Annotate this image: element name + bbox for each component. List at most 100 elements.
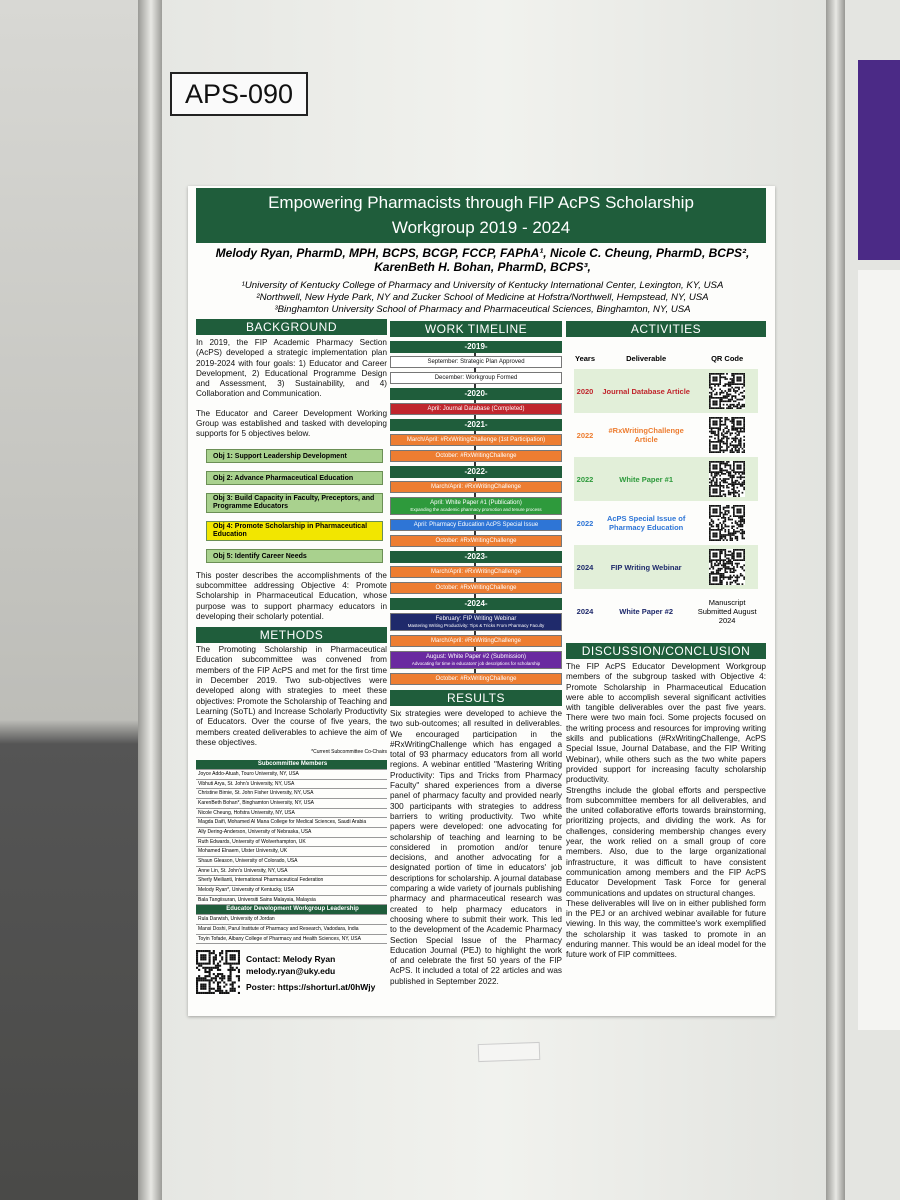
objectives: Obj 1: Support Leadership Development Obj… bbox=[196, 448, 387, 563]
paragraph: This poster describes the accomplishment… bbox=[196, 570, 387, 621]
timeline-event: March/April: #RxWritingChallenge (1st Pa… bbox=[390, 434, 562, 446]
member: Joyce Addo-Atuah, Touro University, NY, … bbox=[196, 770, 387, 780]
member: Magda Daifi, Mohamed Al Mana College for… bbox=[196, 818, 387, 828]
section-heading: ACTIVITIES bbox=[566, 321, 766, 337]
deliverable-cell: Journal Database Article bbox=[602, 386, 690, 396]
affiliations: ¹University of Kentucky College of Pharm… bbox=[200, 280, 765, 316]
event-text: April: White Paper #1 (Publication) bbox=[430, 500, 522, 506]
objective: Obj 1: Support Leadership Development bbox=[206, 448, 383, 463]
member: Ruth Edwards, University of Wolverhampto… bbox=[196, 838, 387, 848]
table-row: 2020 Journal Database Article bbox=[574, 369, 758, 413]
timeline-event: April: Journal Database (Completed) bbox=[390, 403, 562, 415]
contact-info: Contact: Melody Ryan melody.ryan@uky.edu… bbox=[246, 953, 375, 993]
table-row: 2022 AcPS Special Issue of Pharmacy Educa… bbox=[574, 501, 758, 545]
event-text: March/April: #RxWritingChallenge (1st Pa… bbox=[406, 437, 546, 443]
timeline-year: -2019- bbox=[390, 341, 562, 353]
timeline-event: March/April: #RxWritingChallenge bbox=[390, 635, 562, 647]
timeline-event: March/April: #RxWritingChallenge bbox=[390, 481, 562, 493]
qr-cell bbox=[696, 545, 758, 589]
event-text: April: Journal Database (Completed) bbox=[427, 406, 525, 412]
table: Years Deliverable QR Code 2020 Journal Datab… bbox=[574, 347, 758, 633]
section-heading: METHODS bbox=[196, 627, 387, 644]
qr-cell: Manuscript Submitted August 2024 bbox=[696, 589, 758, 633]
timeline: -2019- September: Strategic Plan Approved… bbox=[390, 341, 562, 685]
right-column: ACTIVITIES Years Deliverable QR Code 2020 Jo… bbox=[566, 321, 766, 961]
paragraph: These deliverables will live on in eithe… bbox=[566, 898, 766, 960]
deliverable-cell: AcPS Special Issue of Pharmacy Education bbox=[606, 514, 686, 532]
year-cell: 2024 bbox=[576, 562, 594, 572]
authors: Melody Ryan, PharmD, MPH, BCPS, BCGP, FC… bbox=[215, 246, 750, 274]
table-heading: Subcommittee Members bbox=[196, 760, 387, 770]
affiliation: ²Northwell, New Hyde Park, NY and Zucker… bbox=[256, 292, 709, 303]
affiliation: ³Binghamton University School of Pharmac… bbox=[274, 304, 691, 315]
paragraph: The Educator and Career Development Work… bbox=[196, 408, 387, 439]
middle-column: WORK TIMELINE -2019- September: Strategic… bbox=[390, 321, 562, 987]
qr-cell bbox=[696, 501, 758, 545]
column-header: QR Code bbox=[711, 353, 744, 363]
qr-code bbox=[709, 549, 746, 585]
qr-code bbox=[709, 417, 746, 453]
timeline-event: August: White Paper #2 (Submission) Advoc… bbox=[390, 651, 562, 669]
objective: Obj 4: Promote Scholarship in Pharmaceut… bbox=[206, 520, 383, 541]
event-subtext: Advocating for time in educators' job de… bbox=[411, 661, 541, 666]
timeline-year: -2024- bbox=[390, 598, 562, 610]
poster-title: Empowering Pharmacists through FIP AcPS … bbox=[196, 188, 766, 243]
member: Christine Birnie, St. John Fisher Univer… bbox=[196, 789, 387, 799]
timeline-event: September: Strategic Plan Approved bbox=[390, 356, 562, 368]
qr-code bbox=[709, 505, 746, 541]
affiliation: ¹University of Kentucky College of Pharm… bbox=[241, 280, 724, 291]
timeline-event: October: #RxWritingChallenge bbox=[390, 535, 562, 547]
section-heading: DISCUSSION/CONCLUSION bbox=[566, 643, 766, 659]
wall bbox=[0, 0, 140, 1200]
event-text: December: Workgroup Formed bbox=[434, 375, 518, 381]
event-text: October: #RxWritingChallenge bbox=[435, 585, 517, 591]
member: Rula Darwish, University of Jordan bbox=[196, 915, 387, 925]
qr-code bbox=[709, 461, 746, 497]
paragraph: The Promoting Scholarship in Pharmaceuti… bbox=[196, 645, 387, 747]
member: Nicole Cheung, Hofstra University, NY, U… bbox=[196, 809, 387, 819]
left-column: BACKGROUND In 2019, the FIP Academic Pha… bbox=[196, 319, 387, 998]
timeline-event: October: #RxWritingChallenge bbox=[390, 673, 562, 685]
year-cell: 2024 bbox=[576, 606, 594, 616]
table-row: 2022 White Paper #1 bbox=[574, 457, 758, 501]
deliverable-cell: White Paper #1 bbox=[619, 474, 674, 484]
member: Bala Tangiisuran, Universiti Sains Malay… bbox=[196, 896, 387, 906]
table-row: 2024 White Paper #2 Manuscript Submitted A… bbox=[574, 589, 758, 633]
paragraph: Six strategies were developed to achieve… bbox=[390, 709, 562, 986]
event-text: August: White Paper #2 (Submission) bbox=[425, 654, 527, 660]
qr-code bbox=[709, 373, 746, 409]
qr-note: Manuscript Submitted August 2024 bbox=[697, 597, 757, 625]
objective: Obj 3: Build Capacity in Faculty, Precep… bbox=[206, 492, 383, 513]
year-cell: 2022 bbox=[576, 430, 594, 440]
member: Toyin Tofade, Albany College of Pharmacy… bbox=[196, 935, 387, 945]
board-label: APS-090 bbox=[170, 72, 308, 116]
event-text: September: Strategic Plan Approved bbox=[427, 359, 525, 365]
members-table: Subcommittee Members Joyce Addo-Atuah, To… bbox=[196, 760, 387, 945]
event-text: March/April: #RxWritingChallenge bbox=[431, 638, 521, 644]
event-text: October: #RxWritingChallenge bbox=[435, 676, 517, 682]
neighbor-poster-header bbox=[858, 60, 900, 260]
timeline-event: October: #RxWritingChallenge bbox=[390, 450, 562, 462]
objective: Obj 5: Identify Career Needs bbox=[206, 548, 383, 563]
paragraph: The FIP AcPS Educator Development Workgr… bbox=[566, 662, 766, 785]
pole bbox=[826, 0, 846, 1200]
contact: Contact: Melody Ryan melody.ryan@uky.edu… bbox=[196, 948, 387, 998]
member: Mohamed Elnaem, Ulster University, UK bbox=[196, 847, 387, 857]
year-cell: 2020 bbox=[576, 386, 594, 396]
table-row: 2024 FIP Writing Webinar bbox=[574, 545, 758, 589]
contact-name: Contact: Melody Ryan bbox=[246, 954, 336, 965]
timeline-event: October: #RxWritingChallenge bbox=[390, 582, 562, 594]
qr-cell bbox=[696, 457, 758, 501]
member: Mansi Doshi, Parul Institute of Pharmacy… bbox=[196, 925, 387, 935]
note: *Current Subcommittee Co-Chairs bbox=[311, 749, 387, 756]
activities-table: Years Deliverable QR Code 2020 Journal Datab… bbox=[574, 347, 758, 633]
table-heading: Educator Development Workgroup Leadershi… bbox=[196, 905, 387, 916]
event-text: March/April: #RxWritingChallenge bbox=[431, 569, 521, 575]
member: KarenBeth Bohan*, Binghamton University,… bbox=[196, 799, 387, 809]
deliverable-cell: White Paper #2 bbox=[619, 606, 674, 616]
event-text: October: #RxWritingChallenge bbox=[435, 538, 517, 544]
year-cell: 2022 bbox=[576, 474, 594, 484]
neighbor-poster bbox=[858, 270, 900, 1030]
timeline-year: -2020- bbox=[390, 388, 562, 400]
column-header: Deliverable bbox=[626, 353, 667, 363]
